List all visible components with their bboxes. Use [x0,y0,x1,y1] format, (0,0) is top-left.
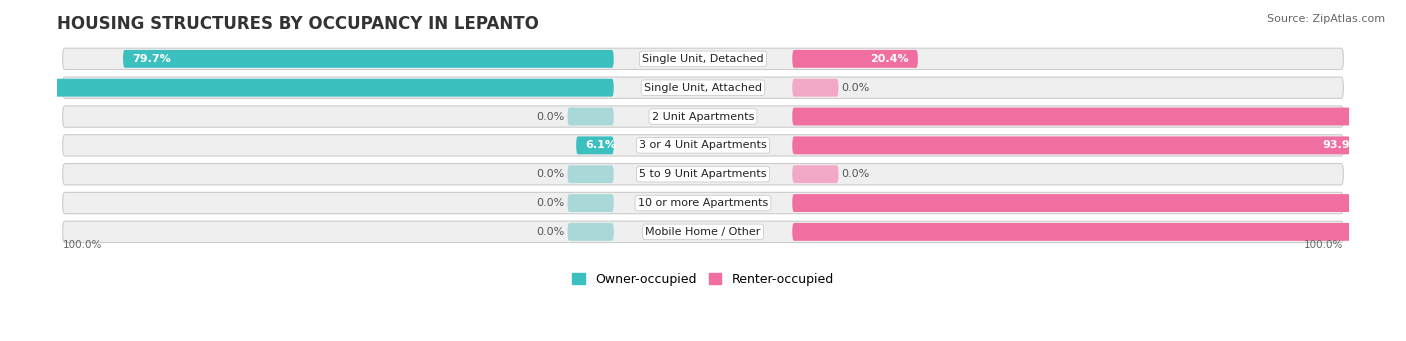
Text: Mobile Home / Other: Mobile Home / Other [645,227,761,237]
FancyBboxPatch shape [792,79,838,97]
Text: 3 or 4 Unit Apartments: 3 or 4 Unit Apartments [640,140,766,150]
Text: 100.0%: 100.0% [1353,227,1399,237]
Text: 0.0%: 0.0% [536,112,564,121]
FancyBboxPatch shape [792,165,838,183]
FancyBboxPatch shape [792,223,1406,241]
Text: 10 or more Apartments: 10 or more Apartments [638,198,768,208]
FancyBboxPatch shape [122,50,614,68]
Text: 2 Unit Apartments: 2 Unit Apartments [652,112,754,121]
Text: 6.1%: 6.1% [585,140,616,150]
Text: 100.0%: 100.0% [1353,198,1399,208]
Text: 0.0%: 0.0% [842,169,870,179]
FancyBboxPatch shape [63,164,1343,185]
FancyBboxPatch shape [63,221,1343,242]
Text: 100.0%: 100.0% [1303,240,1343,250]
Text: 100.0%: 100.0% [1353,112,1399,121]
Text: 0.0%: 0.0% [536,227,564,237]
FancyBboxPatch shape [63,192,1343,214]
FancyBboxPatch shape [568,108,614,125]
FancyBboxPatch shape [792,108,1406,125]
FancyBboxPatch shape [63,135,1343,156]
Text: 20.4%: 20.4% [870,54,908,64]
Text: HOUSING STRUCTURES BY OCCUPANCY IN LEPANTO: HOUSING STRUCTURES BY OCCUPANCY IN LEPAN… [56,15,538,33]
Text: 0.0%: 0.0% [842,83,870,93]
FancyBboxPatch shape [568,223,614,241]
Text: 100.0%: 100.0% [63,240,103,250]
FancyBboxPatch shape [792,194,1406,212]
FancyBboxPatch shape [63,48,1343,70]
FancyBboxPatch shape [568,194,614,212]
Text: 93.9%: 93.9% [1323,140,1361,150]
Text: Single Unit, Attached: Single Unit, Attached [644,83,762,93]
FancyBboxPatch shape [792,50,918,68]
Text: 5 to 9 Unit Apartments: 5 to 9 Unit Apartments [640,169,766,179]
Text: Single Unit, Detached: Single Unit, Detached [643,54,763,64]
Text: 100.0%: 100.0% [7,83,53,93]
FancyBboxPatch shape [0,79,614,97]
FancyBboxPatch shape [576,136,614,154]
Text: 0.0%: 0.0% [536,169,564,179]
Text: Source: ZipAtlas.com: Source: ZipAtlas.com [1267,14,1385,24]
Text: 79.7%: 79.7% [132,54,172,64]
FancyBboxPatch shape [568,165,614,183]
Text: 0.0%: 0.0% [536,198,564,208]
FancyBboxPatch shape [792,136,1371,154]
Legend: Owner-occupied, Renter-occupied: Owner-occupied, Renter-occupied [568,268,838,291]
FancyBboxPatch shape [63,106,1343,127]
FancyBboxPatch shape [63,77,1343,98]
